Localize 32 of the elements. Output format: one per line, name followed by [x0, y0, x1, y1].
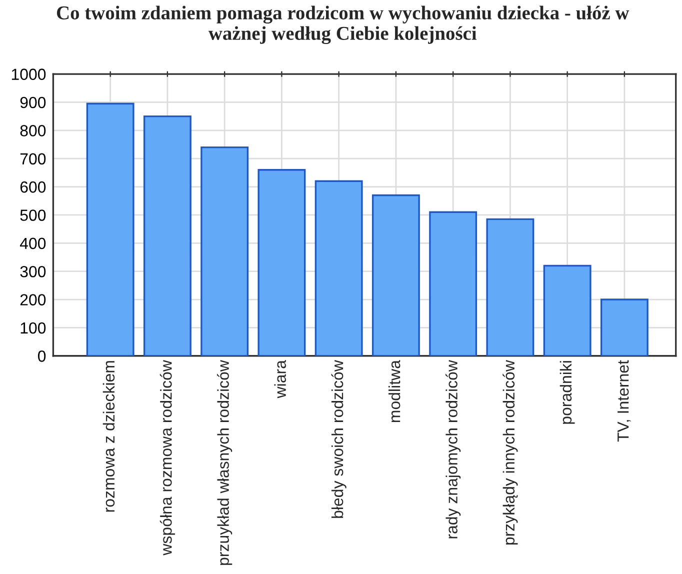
bar: [258, 169, 306, 356]
x-tick-label: rozmowa z dzieckiem: [102, 361, 115, 512]
x-tick-label: TV, Internet: [618, 360, 631, 442]
y-tick-label: 900: [20, 96, 46, 108]
chart-title: Co twoim zdaniem pomaga rodzicom w wychowaniu dziecka - ułóż w ważnej według Ciebie kolejności: [56, 6, 630, 44]
y-tick-label: 200: [20, 294, 46, 306]
bar: [143, 115, 192, 356]
bar: [200, 146, 249, 356]
x-tick-label: współna rozmowa rodziców: [160, 360, 175, 556]
bar: [486, 218, 534, 356]
bar: [600, 298, 648, 356]
bar: [86, 102, 134, 356]
y-tick-label: 600: [20, 181, 46, 193]
y-tick-label: 100: [20, 322, 46, 334]
y-tick-label: 800: [20, 125, 46, 136]
bar: [543, 264, 592, 356]
x-tick-label: przykłądy innych rodziców: [502, 360, 518, 545]
y-tick-label: 300: [20, 266, 46, 278]
y-tick-label: 1000: [12, 68, 46, 80]
bar: [429, 211, 478, 356]
x-tick-label: błedy swoich rodziców: [331, 360, 346, 518]
bar: [372, 194, 420, 356]
bar: [314, 180, 363, 356]
y-tick-label: 0: [38, 350, 46, 362]
x-tick-label: przuykład własnych rodziców: [217, 360, 232, 565]
y-tick-label: 500: [20, 210, 46, 221]
y-tick-label: 400: [20, 238, 46, 250]
x-tick-label: poradniki: [560, 361, 575, 424]
y-tick-label: 700: [20, 153, 46, 165]
x-tick-label: modlitwa: [388, 360, 400, 422]
x-tick-label: wiara: [274, 360, 286, 398]
x-tick-label: rady znajomych rodziców: [446, 360, 461, 538]
